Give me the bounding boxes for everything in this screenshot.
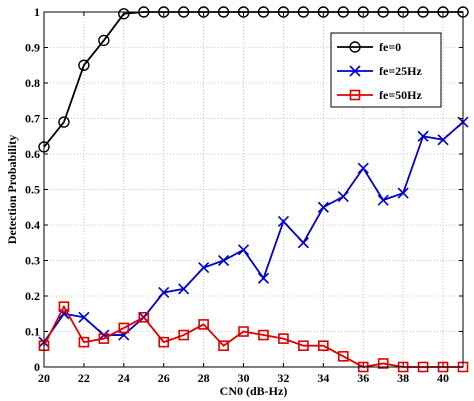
data-point xyxy=(377,358,389,369)
marker-stroke xyxy=(437,134,449,146)
legend-item: fe=25Hz xyxy=(337,64,422,78)
x-axis-label: CN0 (dB-Hz) xyxy=(220,384,288,398)
x-tick-label: 40 xyxy=(437,371,449,385)
x-tick-label: 26 xyxy=(158,371,170,385)
marker-stroke xyxy=(237,244,250,256)
data-point xyxy=(198,262,210,274)
grid xyxy=(43,11,463,368)
legend-item: fe=0 xyxy=(337,40,401,54)
marker-stroke xyxy=(397,187,409,199)
x-tick-label: 30 xyxy=(238,371,250,385)
legend-label: fe=50Hz xyxy=(379,88,422,102)
data-point xyxy=(218,340,229,352)
data-point xyxy=(98,333,110,344)
marker-stroke xyxy=(257,272,270,284)
series-layer xyxy=(38,6,469,373)
x-tick-label: 38 xyxy=(397,371,409,385)
y-axis-label: Detection Probability xyxy=(5,135,19,244)
y-tick-label: 0.6 xyxy=(25,147,40,161)
data-point xyxy=(377,194,389,206)
data-point xyxy=(337,191,349,203)
data-point xyxy=(437,134,449,146)
data-point xyxy=(78,59,90,71)
x-tick-label: 32 xyxy=(277,371,289,385)
marker-stroke xyxy=(218,254,230,267)
legend: fe=0 fe=25Hz fe=50Hz xyxy=(330,32,442,108)
marker-stroke xyxy=(78,311,90,323)
y-tick-label: 0.8 xyxy=(25,76,40,90)
data-point xyxy=(417,130,429,142)
data-point xyxy=(318,340,329,352)
data-point xyxy=(397,187,409,199)
data-point xyxy=(317,201,329,213)
data-point xyxy=(337,351,349,362)
data-point xyxy=(277,215,289,228)
data-point xyxy=(258,329,269,341)
marker-stroke xyxy=(337,191,349,203)
data-point xyxy=(298,340,309,352)
series-line xyxy=(43,304,463,368)
y-tick-label: 0 xyxy=(34,360,40,374)
marker-stroke xyxy=(417,130,429,142)
marker-stroke xyxy=(297,237,309,249)
marker-stroke xyxy=(357,162,369,174)
y-tick-label: 0.4 xyxy=(25,218,40,232)
y-tick-label: 0.9 xyxy=(25,41,40,55)
data-point xyxy=(118,8,130,20)
series-line xyxy=(43,121,464,343)
x-tick-label: 28 xyxy=(198,371,210,385)
data-point xyxy=(297,237,309,249)
marker-stroke xyxy=(178,283,190,295)
x-tick-label: 24 xyxy=(118,371,130,385)
data-point xyxy=(58,116,70,128)
axis-ticks: 20 22 24 26 28 30 32 34 36 38 40 0 0.1 0.2 0.3 0.4 0.5 0.… xyxy=(25,5,463,385)
data-point xyxy=(138,311,150,323)
legend-item: fe=50Hz xyxy=(337,88,422,102)
legend-marker xyxy=(349,65,361,77)
data-point xyxy=(257,272,270,284)
x-tick-label: 20 xyxy=(38,371,50,385)
x-tick-label: 36 xyxy=(357,371,369,385)
legend-marker xyxy=(349,41,361,53)
legend-marker xyxy=(349,89,361,101)
y-tick-label: 1 xyxy=(34,5,40,19)
y-tick-label: 0.5 xyxy=(25,183,40,197)
series-2 xyxy=(38,116,469,348)
data-point xyxy=(237,244,250,256)
data-point xyxy=(78,311,90,323)
data-point xyxy=(118,322,130,334)
data-point xyxy=(278,333,289,344)
x-tick-label: 34 xyxy=(317,371,329,385)
marker-stroke xyxy=(158,286,170,299)
data-point xyxy=(178,329,189,341)
data-point xyxy=(178,283,190,295)
data-point xyxy=(218,254,230,267)
data-point xyxy=(158,286,170,299)
data-point xyxy=(158,336,170,348)
data-point xyxy=(357,162,369,174)
data-point xyxy=(78,336,90,348)
data-point xyxy=(58,301,70,312)
y-tick-label: 0.7 xyxy=(25,112,40,126)
y-tick-label: 0.1 xyxy=(25,325,40,339)
data-point xyxy=(198,319,209,330)
x-tick-label: 22 xyxy=(78,371,90,385)
marker-stroke xyxy=(277,215,289,228)
legend-label: fe=25Hz xyxy=(379,64,422,78)
marker-stroke xyxy=(349,65,361,77)
y-tick-label: 0.2 xyxy=(25,289,40,303)
marker-stroke xyxy=(377,194,389,206)
y-tick-label: 0.3 xyxy=(25,254,40,268)
marker-stroke xyxy=(317,201,329,213)
data-point xyxy=(238,326,249,337)
marker-stroke xyxy=(198,262,210,274)
legend-label: fe=0 xyxy=(379,40,401,54)
data-point xyxy=(98,34,110,47)
